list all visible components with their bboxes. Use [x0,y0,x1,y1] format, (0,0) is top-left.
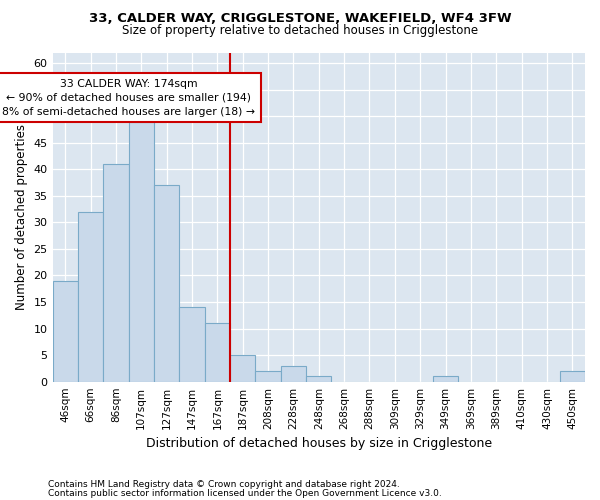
Bar [281,366,306,382]
Bar [205,324,230,382]
Text: 33 CALDER WAY: 174sqm
← 90% of detached houses are smaller (194)
8% of semi-deta: 33 CALDER WAY: 174sqm ← 90% of detached … [2,79,255,117]
Text: Contains HM Land Registry data © Crown copyright and database right 2024.: Contains HM Land Registry data © Crown c… [48,480,400,489]
Text: Contains public sector information licensed under the Open Government Licence v3: Contains public sector information licen… [48,488,442,498]
Bar [256,371,281,382]
Text: 33, CALDER WAY, CRIGGLESTONE, WAKEFIELD, WF4 3FW: 33, CALDER WAY, CRIGGLESTONE, WAKEFIELD,… [89,12,511,26]
Bar [560,371,585,382]
X-axis label: Distribution of detached houses by size in Crigglestone: Distribution of detached houses by size … [146,437,492,450]
Bar [53,281,78,382]
Bar [154,185,179,382]
Bar [103,164,128,382]
Bar [230,355,256,382]
Bar [78,212,103,382]
Bar [306,376,331,382]
Bar [433,376,458,382]
Bar [179,308,205,382]
Bar [128,122,154,382]
Text: Size of property relative to detached houses in Crigglestone: Size of property relative to detached ho… [122,24,478,37]
Y-axis label: Number of detached properties: Number of detached properties [15,124,28,310]
